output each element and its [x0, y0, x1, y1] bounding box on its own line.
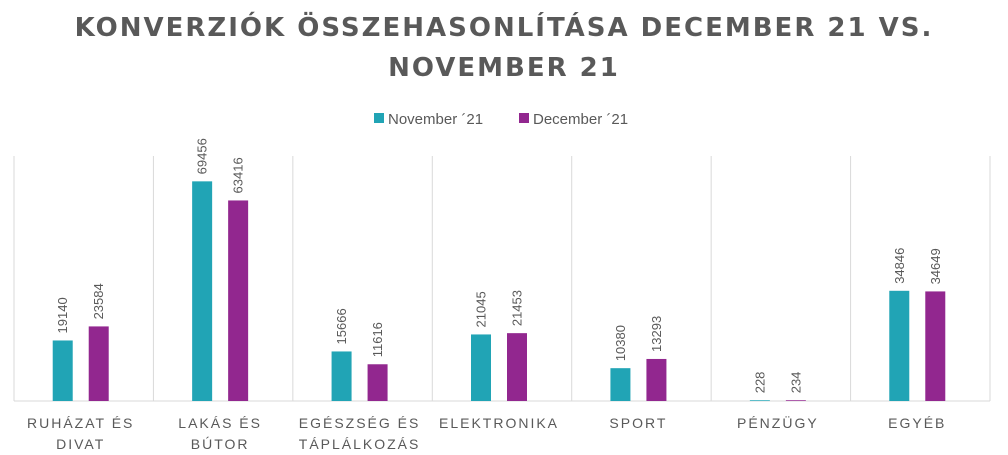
data-label-1-2: 69456: [195, 138, 210, 174]
data-labels: 19140 23584 69456 63416 15666 11616 21045 21453…: [55, 138, 943, 393]
data-label-2-5: 13293: [649, 316, 664, 352]
data-label-1-3: 15666: [334, 308, 349, 344]
legend: November ´21 December ´21: [374, 111, 628, 128]
data-label-1-7: 34846: [892, 248, 907, 284]
legend-label-2: December ´21: [533, 111, 628, 128]
bar-2-6: [785, 400, 806, 401]
category-separators: [13, 156, 991, 401]
category-label-3: EGÉSZSÉG ÉS: [299, 415, 421, 431]
data-label-2-6: 234: [788, 372, 803, 394]
bar-1-6: [749, 400, 770, 401]
legend-swatch-2: [519, 113, 529, 123]
data-label-2-7: 34649: [928, 248, 943, 284]
data-label-2-4: 21453: [510, 290, 525, 326]
bar-1-5: [610, 368, 631, 401]
data-label-2-1: 23584: [91, 283, 106, 319]
data-label-1-5: 10380: [613, 325, 628, 361]
category-label-3: TÁPLÁLKOZÁS: [299, 436, 421, 452]
bar-2-1: [88, 326, 109, 401]
category-label-5: SPORT: [609, 415, 667, 431]
data-label-1-6: 228: [752, 372, 767, 394]
category-label-7: EGYÉB: [888, 415, 946, 431]
category-label-2: BÚTOR: [191, 436, 250, 452]
data-label-2-2: 63416: [231, 157, 246, 193]
bar-2-5: [646, 358, 667, 401]
bar-2-4: [507, 333, 527, 401]
data-label-1-4: 21045: [474, 291, 489, 327]
bar-1-3: [331, 351, 352, 401]
bar-2-3: [367, 364, 388, 401]
bar-1-1: [52, 340, 73, 401]
chart-title: KONVERZIÓK ÖSSZEHASONLÍTÁSA DECEMBER 21 …: [74, 13, 934, 83]
legend-label-1: November ´21: [388, 111, 483, 128]
category-label-1: RUHÁZAT ÉS: [27, 415, 134, 431]
bar-2-7: [925, 291, 946, 401]
bar-2-2: [228, 200, 249, 401]
data-label-1-1: 19140: [55, 297, 70, 333]
legend-swatch-1: [374, 113, 384, 123]
category-labels: RUHÁZAT ÉS DIVAT LAKÁS ÉS BÚTOR EGÉSZSÉG ÉS T…: [27, 414, 946, 452]
category-label-1: DIVAT: [56, 436, 105, 452]
category-label-4: ELEKTRONIKA: [439, 415, 559, 431]
category-label-6: PÉNZÜGY: [737, 414, 819, 431]
bar-1-2: [192, 181, 213, 401]
bars: [52, 181, 946, 401]
bar-1-4: [471, 334, 491, 401]
bar-1-7: [889, 290, 910, 401]
category-label-2: LAKÁS ÉS: [178, 415, 262, 431]
data-label-2-3: 11616: [370, 322, 385, 357]
